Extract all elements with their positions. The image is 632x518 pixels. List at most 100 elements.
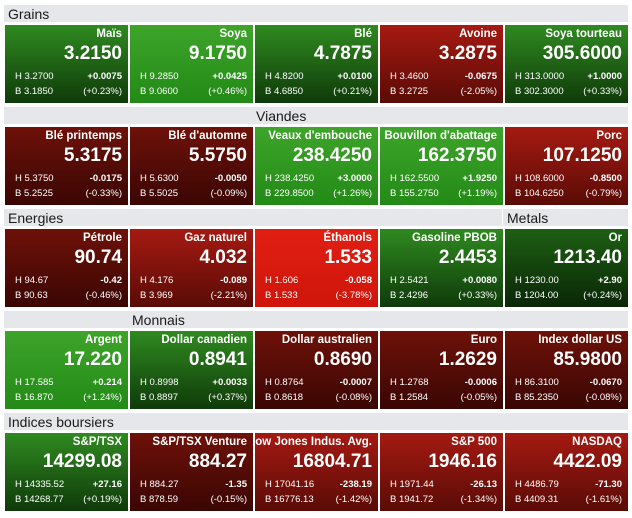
quote-high: H 1971.44 [390, 479, 434, 490]
quote-high: H 14335.52 [15, 479, 65, 490]
quote-tile-ble-automne[interactable]: Blé d'automne 5.5750 H 5.6300 B 5.5025 -… [129, 126, 254, 206]
quote-tile-mais[interactable]: Maïs 3.2150 H 3.2700 B 3.1850 +0.0075 (+… [4, 24, 129, 104]
quote-price: 4422.09 [553, 451, 622, 472]
quote-name: Dollar australien [281, 334, 372, 346]
quote-name: Gasoline PBOB [412, 232, 497, 244]
quote-change: -26.13 [470, 479, 497, 490]
quote-price: 1.533 [324, 247, 372, 268]
quote-price: 3.2875 [438, 43, 497, 64]
section-header-monnais: Monnais [4, 311, 628, 329]
quote-change: +0.0080 [462, 275, 497, 286]
quote-tile-sp-tsx-venture[interactable]: S&P/TSX Venture 884.27 H 884.27 B 878.59… [129, 432, 254, 512]
quote-name: S&P/TSX [72, 436, 122, 448]
quote-change: -0.0050 [214, 173, 247, 184]
quote-tile-gasoline-pbob[interactable]: Gasoline PBOB 2.4453 H 2.5421 B 2.4296 +… [379, 228, 504, 308]
quote-percent: (-3.78%) [335, 290, 372, 301]
quote-high: H 0.8998 [140, 377, 179, 388]
quote-tile-dow-jones[interactable]: Dow Jones Indus. Avg. 16804.71 H 17041.1… [254, 432, 379, 512]
section-label: Grains [8, 6, 50, 22]
quote-percent: (+0.21%) [333, 86, 372, 97]
quote-low: B 878.59 [140, 494, 179, 505]
quote-tile-sp-500[interactable]: S&P 500 1946.16 H 1971.44 B 1941.72 -26.… [379, 432, 504, 512]
quote-name: Avoine [459, 28, 497, 40]
quote-tile-index-dollar-us[interactable]: Index dollar US 85.9800 H 86.3100 B 85.2… [504, 330, 629, 410]
quote-name: Dollar canadien [161, 334, 247, 346]
quote-tile-avoine[interactable]: Avoine 3.2875 H 3.4600 B 3.2725 -0.0675 … [379, 24, 504, 104]
quote-low: B 1204.00 [515, 290, 559, 301]
quote-name: Blé [354, 28, 372, 40]
quote-price: 17.220 [63, 349, 122, 370]
quote-change: -71.30 [595, 479, 622, 490]
quote-price: 85.9800 [553, 349, 622, 370]
quote-percent: (+0.33%) [458, 290, 497, 301]
quote-percent: (-0.33%) [85, 188, 122, 199]
quote-tile-ethanols[interactable]: Éthanols 1.533 H 1.606 B 1.533 -0.058 (-… [254, 228, 379, 308]
quote-high: H 162.5500 [390, 173, 440, 184]
quote-change: +0.0425 [212, 71, 247, 82]
quote-percent: (-2.21%) [210, 290, 247, 301]
quote-low: B 4409.31 [515, 494, 559, 505]
quote-tile-euro[interactable]: Euro 1.2629 H 1.2768 B 1.2584 -0.0006 (-… [379, 330, 504, 410]
quote-change: +3.0000 [337, 173, 372, 184]
quote-percent: (-0.79%) [585, 188, 622, 199]
quote-change: -1.35 [225, 479, 247, 490]
quote-high: H 1230.00 [515, 275, 559, 286]
quote-low: B 3.2725 [390, 86, 429, 97]
quote-tile-ble-printemps[interactable]: Blé printemps 5.3175 H 5.3750 B 5.2525 -… [4, 126, 129, 206]
quote-price: 305.6000 [542, 43, 622, 64]
quote-tile-dollar-canadien[interactable]: Dollar canadien 0.8941 H 0.8998 B 0.8897… [129, 330, 254, 410]
quote-tile-gaz-naturel[interactable]: Gaz naturel 4.032 H 4.176 B 3.969 -0.089… [129, 228, 254, 308]
quote-tile-petrole[interactable]: Pétrole 90.74 H 94.67 B 90.63 -0.42 (-0.… [4, 228, 129, 308]
quote-high: H 108.6000 [515, 173, 565, 184]
quote-tile-porc[interactable]: Porc 107.1250 H 108.6000 B 104.6250 -0.8… [504, 126, 629, 206]
quote-change: +27.16 [92, 479, 122, 490]
quote-high: H 0.8764 [265, 377, 304, 388]
quote-price: 1946.16 [428, 451, 497, 472]
quote-tile-soya[interactable]: Soya 9.1750 H 9.2850 B 9.0600 +0.0425 (+… [129, 24, 254, 104]
quote-tile-argent[interactable]: Argent 17.220 H 17.585 B 16.870 +0.214 (… [4, 330, 129, 410]
quote-name: Blé printemps [45, 130, 122, 142]
quote-price: 4.032 [199, 247, 247, 268]
quote-low: B 229.8500 [265, 188, 314, 199]
quote-high: H 9.2850 [140, 71, 179, 82]
quote-name: Or [608, 232, 622, 244]
quote-high: H 5.6300 [140, 173, 179, 184]
quote-low: B 5.2525 [15, 188, 54, 199]
quote-tile-veaux-embouche[interactable]: Veaux d'embouche 238.4250 H 238.4250 B 2… [254, 126, 379, 206]
quote-tile-soya-tourteau[interactable]: Soya tourteau 305.6000 H 313.0000 B 302.… [504, 24, 629, 104]
quote-percent: (-2.05%) [460, 86, 497, 97]
quote-low: B 104.6250 [515, 188, 564, 199]
quote-low: B 302.3000 [515, 86, 564, 97]
quote-tile-dollar-australien[interactable]: Dollar australien 0.8690 H 0.8764 B 0.86… [254, 330, 379, 410]
quote-high: H 1.606 [265, 275, 299, 286]
quote-price: 9.1750 [188, 43, 247, 64]
quote-change: +0.0033 [212, 377, 247, 388]
section-header-grains: Grains [4, 5, 628, 23]
quote-price: 14299.08 [42, 451, 122, 472]
quote-name: Dow Jones Indus. Avg. [254, 436, 372, 448]
quote-price: 4.7875 [313, 43, 372, 64]
quote-tile-nasdaq[interactable]: NASDAQ 4422.09 H 4486.79 B 4409.31 -71.3… [504, 432, 629, 512]
quote-price: 0.8941 [188, 349, 247, 370]
quote-name: S&P/TSX Venture [152, 436, 247, 448]
quote-name: Porc [596, 130, 622, 142]
quote-percent: (-0.09%) [210, 188, 247, 199]
quote-percent: (+0.37%) [208, 392, 247, 403]
quote-tile-or[interactable]: Or 1213.40 H 1230.00 B 1204.00 +2.90 (+0… [504, 228, 629, 308]
quote-change: -0.058 [345, 275, 372, 286]
quote-price: 16804.71 [292, 451, 372, 472]
quote-percent: (+1.19%) [458, 188, 497, 199]
quote-change: -0.0007 [339, 377, 372, 388]
quote-price: 1.2629 [438, 349, 497, 370]
quote-percent: (-1.34%) [460, 494, 497, 505]
quote-low: B 16776.13 [265, 494, 314, 505]
quote-high: H 3.2700 [15, 71, 54, 82]
quote-price: 238.4250 [292, 145, 372, 166]
quote-low: B 155.2750 [390, 188, 439, 199]
quote-high: H 86.3100 [515, 377, 559, 388]
quote-tile-bouvillon-abattage[interactable]: Bouvillon d'abattage 162.3750 H 162.5500… [379, 126, 504, 206]
quote-name: Bouvillon d'abattage [384, 130, 497, 142]
quote-tile-ble[interactable]: Blé 4.7875 H 4.8200 B 4.6850 +0.0100 (+0… [254, 24, 379, 104]
quote-tile-sp-tsx[interactable]: S&P/TSX 14299.08 H 14335.52 B 14268.77 +… [4, 432, 129, 512]
